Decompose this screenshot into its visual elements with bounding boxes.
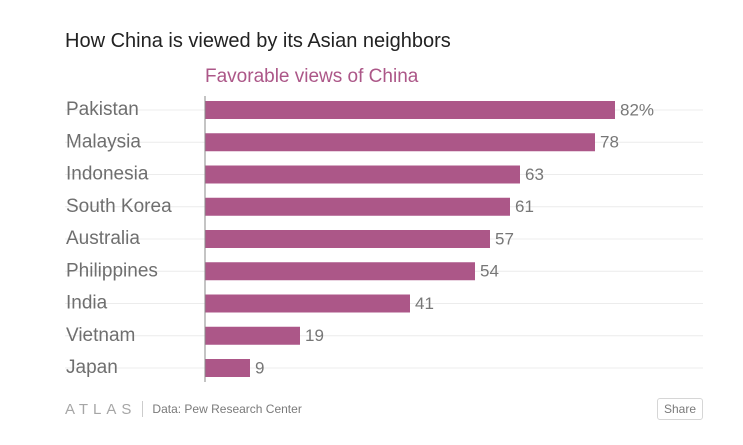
value-label-pakistan: 82% xyxy=(620,100,654,119)
category-label-japan: Japan xyxy=(66,357,118,378)
value-label-south-korea: 61 xyxy=(515,197,534,216)
value-label-malaysia: 78 xyxy=(600,133,619,152)
bar-vietnam xyxy=(205,326,300,345)
data-source: Data: Pew Research Center xyxy=(152,402,302,416)
bar-australia xyxy=(205,230,490,248)
value-label-vietnam: 19 xyxy=(305,326,324,345)
bar-south-korea xyxy=(205,197,510,216)
value-label-japan: 9 xyxy=(255,358,264,377)
bar-indonesia xyxy=(205,165,520,184)
category-label-vietnam: Vietnam xyxy=(66,325,135,346)
atlas-logo[interactable]: ATLAS xyxy=(65,400,137,418)
category-label-australia: Australia xyxy=(66,228,140,249)
bar-malaysia xyxy=(205,133,595,152)
category-label-pakistan: Pakistan xyxy=(66,99,139,120)
category-label-indonesia: Indonesia xyxy=(66,164,149,185)
bar-philippines xyxy=(205,262,475,281)
footer: ATLAS Data: Pew Research Center xyxy=(65,398,302,420)
category-label-south-korea: South Korea xyxy=(66,196,172,217)
value-label-australia: 57 xyxy=(495,229,514,248)
footer-divider xyxy=(142,401,144,417)
value-label-india: 41 xyxy=(415,294,434,313)
chart-title: How China is viewed by its Asian neighbo… xyxy=(65,30,451,52)
value-label-philippines: 54 xyxy=(480,262,499,281)
bar-pakistan xyxy=(205,101,615,119)
bar-japan xyxy=(205,359,250,377)
bar-india xyxy=(205,294,410,313)
category-label-india: India xyxy=(66,293,108,314)
category-label-philippines: Philippines xyxy=(66,260,158,281)
category-label-malaysia: Malaysia xyxy=(66,131,141,152)
series-title: Favorable views of China xyxy=(205,66,419,87)
share-button[interactable]: Share xyxy=(657,398,703,420)
value-label-indonesia: 63 xyxy=(525,165,544,184)
